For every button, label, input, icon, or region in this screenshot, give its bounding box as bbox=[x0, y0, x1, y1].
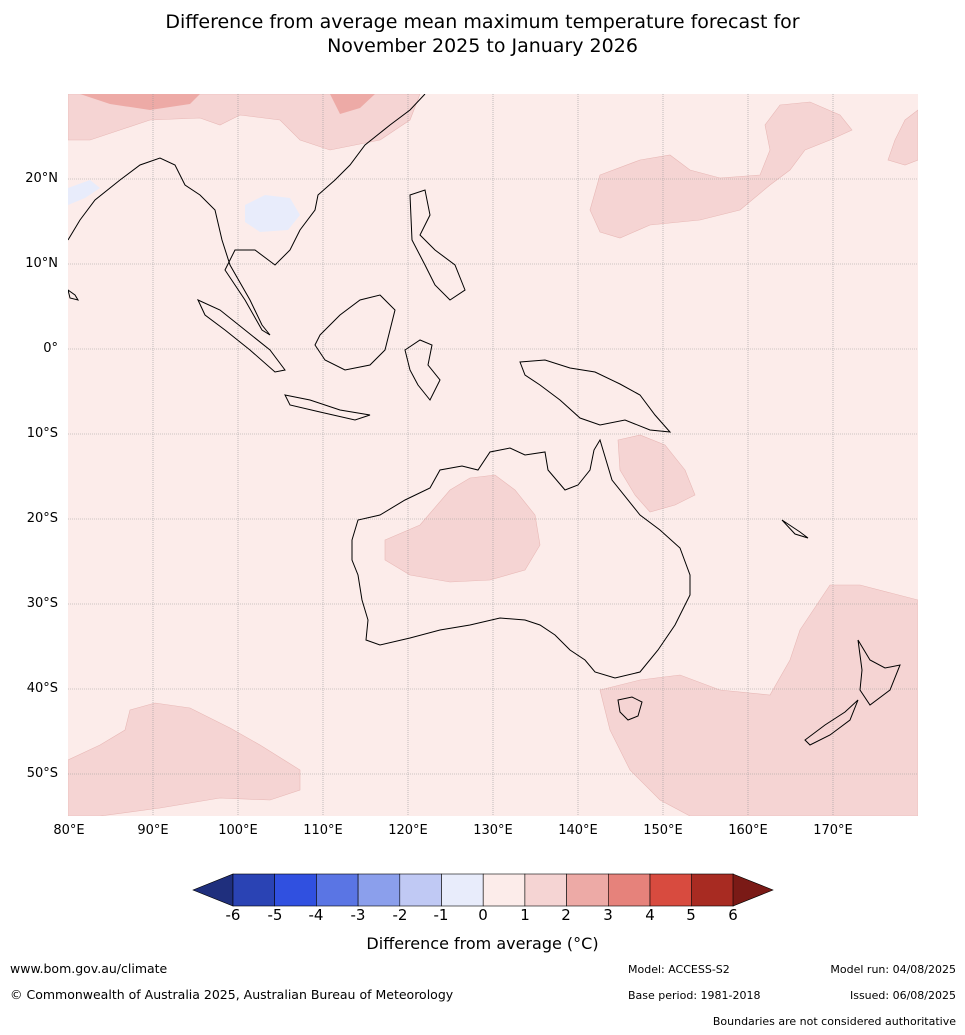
colorbar-tick: -5 bbox=[267, 906, 283, 924]
lon-label: 110°E bbox=[303, 823, 343, 838]
anomaly-region-coral-sea bbox=[617, 434, 696, 513]
lon-label: 150°E bbox=[643, 823, 683, 838]
colorbar-segment bbox=[274, 873, 317, 907]
anomaly-region-indochina-cool bbox=[245, 195, 300, 232]
coastline-new-zealand-north bbox=[857, 639, 901, 706]
lon-label: 160°E bbox=[728, 823, 768, 838]
graticule bbox=[68, 94, 918, 816]
coastline-tasmania bbox=[617, 696, 643, 721]
coastline-java bbox=[284, 394, 371, 421]
coastline-philippines bbox=[409, 189, 466, 301]
lat-label: 30°S bbox=[26, 596, 58, 611]
colorbar-tick: 4 bbox=[645, 906, 655, 924]
colorbar-tick: 3 bbox=[603, 906, 613, 924]
anomaly-region-asia-warm-2 bbox=[330, 94, 375, 114]
lat-label: 0° bbox=[43, 341, 58, 356]
lon-label: 170°E bbox=[813, 823, 853, 838]
boundaries-disclaimer: Boundaries are not considered authoritat… bbox=[712, 1015, 956, 1028]
base-period-text: Base period: 1981-2018 bbox=[628, 989, 761, 1002]
colorbar-tick: 5 bbox=[686, 906, 696, 924]
colorbar-extend-low bbox=[192, 873, 234, 907]
copyright-text: © Commonwealth of Australia 2025, Austra… bbox=[10, 987, 454, 1002]
lat-label: 10°S bbox=[26, 426, 58, 441]
colorbar-segment bbox=[649, 873, 693, 907]
coastline-borneo bbox=[314, 294, 396, 371]
colorbar-tick: -3 bbox=[350, 906, 366, 924]
colorbar bbox=[192, 873, 774, 907]
lat-label: 50°S bbox=[26, 766, 58, 781]
coastline-new-caledonia bbox=[781, 519, 809, 539]
colorbar-segment bbox=[566, 873, 609, 907]
colorbar-tick: -4 bbox=[308, 906, 324, 924]
colorbar-extend-high bbox=[732, 873, 774, 907]
model-text: Model: ACCESS-S2 bbox=[628, 963, 730, 976]
anomaly-region-pacific-east bbox=[887, 109, 918, 166]
anomaly-region-pacific-north bbox=[589, 101, 853, 239]
colorbar-tick: -1 bbox=[433, 906, 449, 924]
lat-label: 20°N bbox=[25, 171, 58, 186]
colorbar-segment bbox=[524, 873, 567, 907]
colorbar-segment bbox=[316, 873, 359, 907]
lat-label: 20°S bbox=[26, 511, 58, 526]
map-title-line-1: Difference from average mean maximum tem… bbox=[165, 11, 800, 33]
colorbar-tick: -2 bbox=[392, 906, 408, 924]
coastline-australia bbox=[351, 438, 691, 679]
model-run-text: Model run: 04/08/2025 bbox=[830, 963, 956, 976]
anomaly-region-bay-bengal-cool bbox=[68, 180, 100, 205]
coastline-sri-lanka bbox=[68, 289, 80, 301]
lon-label: 140°E bbox=[558, 823, 598, 838]
colorbar-tick: 1 bbox=[520, 906, 530, 924]
lon-label: 80°E bbox=[53, 823, 85, 838]
coastline-new-guinea bbox=[519, 359, 672, 433]
lon-label: 100°E bbox=[218, 823, 258, 838]
lat-label: 40°S bbox=[26, 681, 58, 696]
colorbar-tick: 0 bbox=[478, 906, 488, 924]
colorbar-segment bbox=[607, 873, 651, 907]
colorbar-segment bbox=[357, 873, 401, 907]
map-title-line-2: November 2025 to January 2026 bbox=[327, 35, 638, 57]
website-link[interactable]: www.bom.gov.au/climate bbox=[10, 961, 168, 976]
colorbar-segment bbox=[232, 873, 276, 907]
anomaly-region-tasman bbox=[599, 584, 918, 816]
anomaly-region-western-australia bbox=[384, 474, 541, 583]
colorbar-tick: 6 bbox=[728, 906, 738, 924]
anomaly-region-southern-ocean bbox=[68, 702, 301, 816]
lon-label: 90°E bbox=[137, 823, 169, 838]
colorbar-segment bbox=[691, 873, 734, 907]
colorbar-tick: -6 bbox=[225, 906, 241, 924]
colorbar-tick: 2 bbox=[561, 906, 571, 924]
lon-label: 120°E bbox=[388, 823, 428, 838]
lon-label: 130°E bbox=[473, 823, 513, 838]
coastline-new-zealand-south bbox=[804, 699, 859, 746]
issued-text: Issued: 06/08/2025 bbox=[849, 989, 956, 1002]
colorbar-segment bbox=[482, 873, 526, 907]
colorbar-segment bbox=[399, 873, 442, 907]
colorbar-segment bbox=[441, 873, 484, 907]
coastline-mainland-asia bbox=[68, 94, 426, 336]
anomaly-region-asia-warm bbox=[80, 94, 200, 110]
coastline-sulawesi bbox=[404, 339, 441, 401]
colorbar-label: Difference from average (°C) bbox=[366, 934, 599, 953]
coastline-sumatra bbox=[196, 298, 286, 373]
lat-label: 10°N bbox=[25, 256, 58, 271]
